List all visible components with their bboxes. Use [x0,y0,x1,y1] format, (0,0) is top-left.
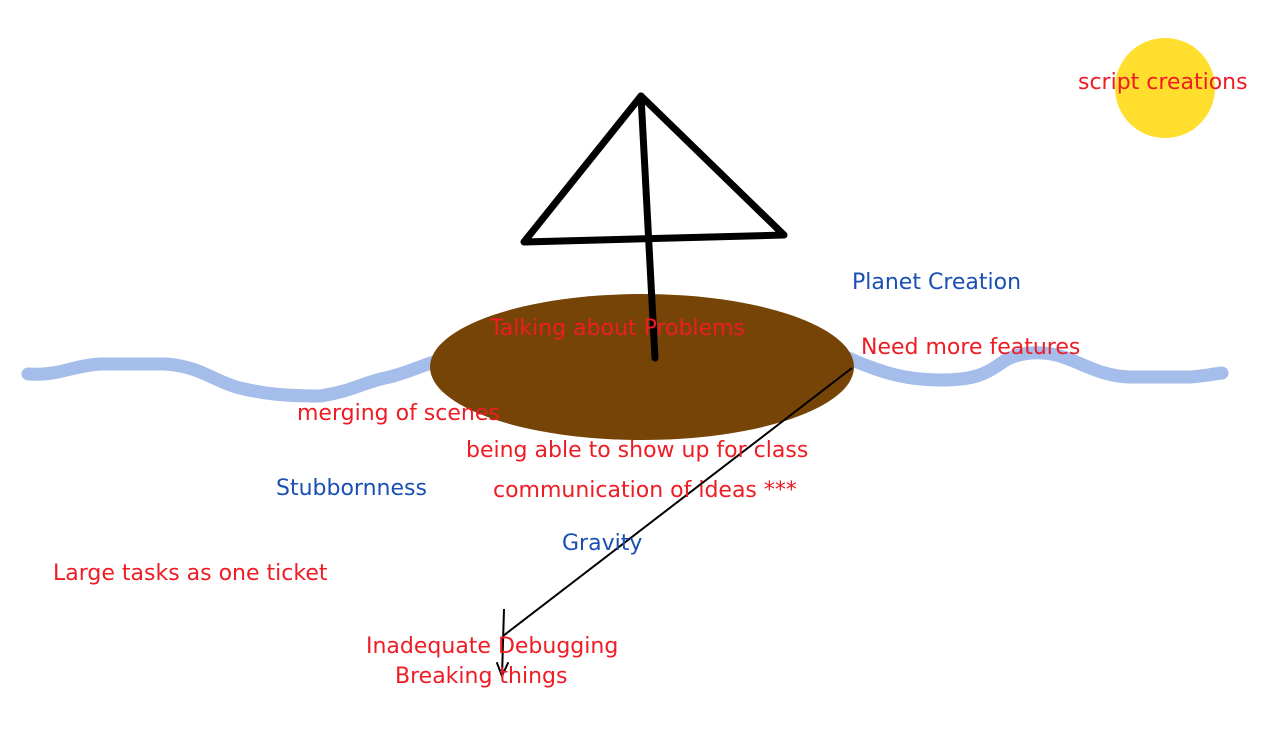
label-planet-creation: Planet Creation [852,270,1022,295]
water-wave-right [841,346,1229,387]
label-merging-of-scenes: merging of scenes [297,401,500,426]
label-talking-about-problems: Talking about Problems [490,316,746,341]
label-breaking-things: Breaking things [395,664,568,689]
label-communication-of-ideas: communication of ideas *** [493,478,797,503]
label-need-more-features: Need more features [861,335,1081,360]
label-being-able-to-show-up: being able to show up for class [466,438,809,463]
island-icon [430,294,854,440]
arrow-shaft [501,608,505,677]
umbrella-pole [637,92,659,362]
umbrella-icon [520,92,788,246]
label-stubbornness: Stubbornness [276,476,427,501]
arrow-head-icon [496,662,509,677]
label-gravity: Gravity [562,531,643,556]
water-wave-left [21,353,447,403]
label-script-creations: script creations [1078,70,1248,95]
label-inadequate-debugging: Inadequate Debugging [366,634,619,659]
connector-line [502,367,853,637]
sun-icon [1115,38,1215,138]
label-large-tasks: Large tasks as one ticket [53,561,328,586]
